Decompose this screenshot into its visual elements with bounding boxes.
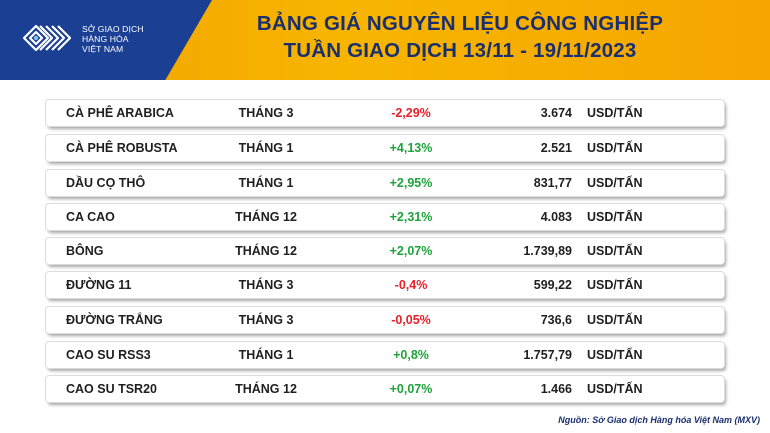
- commodity-name: CA CAO: [66, 210, 115, 224]
- price-value: 1.466: [540, 382, 572, 396]
- price-value: 831,77: [533, 176, 572, 190]
- table-row: ĐƯỜNG TRẮNG THÁNG 3 -0,05% 736,6 USD/TẤN: [46, 307, 724, 333]
- table-row: BÔNG THÁNG 12 +2,07% 1.739,89 USD/TẤN: [46, 238, 724, 264]
- commodity-name: CÀ PHÊ ARABICA: [66, 106, 174, 120]
- percent-change: +2,95%: [389, 176, 433, 190]
- commodity-name: CAO SU RSS3: [66, 348, 151, 362]
- contract-month: THÁNG 3: [238, 278, 294, 292]
- price-unit: USD/TẤN: [587, 210, 643, 224]
- price-value: 1.739,89: [523, 244, 572, 258]
- commodity-name: BÔNG: [66, 244, 104, 258]
- commodity-name: ĐƯỜNG 11: [66, 278, 132, 292]
- price-unit: USD/TẤN: [587, 278, 643, 292]
- table-row: CÀ PHÊ ROBUSTA THÁNG 1 +4,13% 2.521 USD/TẤN: [46, 135, 724, 161]
- contract-month: THÁNG 3: [238, 106, 294, 120]
- percent-change: -0,05%: [391, 313, 431, 327]
- title-line-2: TUẦN GIAO DỊCH 13/11 - 19/11/2023: [283, 39, 637, 62]
- percent-change: +2,07%: [389, 244, 433, 258]
- table-row: DẦU CỌ THÔ THÁNG 1 +2,95% 831,77 USD/TẤN: [46, 170, 724, 196]
- title-line-1: BẢNG GIÁ NGUYÊN LIỆU CÔNG NGHIỆP: [256, 12, 664, 35]
- logo-text: SỞ GIAO DỊCH HÀNG HÓA VIỆT NAM: [82, 24, 144, 54]
- commodity-name: ĐƯỜNG TRẮNG: [66, 313, 163, 327]
- contract-month: THÁNG 3: [238, 313, 294, 327]
- price-unit: USD/TẤN: [587, 106, 643, 120]
- logo-panel: SỞ GIAO DỊCH HÀNG HÓA VIỆT NAM: [0, 0, 212, 80]
- page-title: BẢNG GIÁ NGUYÊN LIỆU CÔNG NGHIỆP TUẦN GI…: [200, 10, 720, 64]
- percent-change: +4,13%: [389, 141, 433, 155]
- price-value: 4.083: [540, 210, 572, 224]
- logo-line-2: HÀNG HÓA: [82, 34, 129, 44]
- contract-month: THÁNG 12: [235, 210, 297, 224]
- price-unit: USD/TẤN: [587, 382, 643, 396]
- table-row: CA CAO THÁNG 12 +2,31% 4.083 USD/TẤN: [46, 204, 724, 230]
- mxv-logo-icon: [22, 24, 72, 52]
- percent-change: +0,8%: [393, 348, 429, 362]
- source-note: Nguồn: Sở Giao dịch Hàng hóa Việt Nam (M…: [558, 415, 760, 425]
- percent-change: +0,07%: [389, 382, 433, 396]
- percent-change: -2,29%: [391, 106, 431, 120]
- price-value: 736,6: [540, 313, 572, 327]
- percent-change: -0,4%: [394, 278, 428, 292]
- commodity-name: DẦU CỌ THÔ: [66, 176, 146, 190]
- contract-month: THÁNG 1: [238, 348, 294, 362]
- contract-month: THÁNG 12: [235, 382, 297, 396]
- table-row: CAO SU RSS3 THÁNG 1 +0,8% 1.757,79 USD/TẤN: [46, 342, 724, 368]
- price-unit: USD/TẤN: [587, 313, 643, 327]
- commodity-name: CAO SU TSR20: [66, 382, 157, 396]
- header-banner: SỞ GIAO DỊCH HÀNG HÓA VIỆT NAM BẢNG GIÁ …: [0, 0, 770, 80]
- commodity-name: CÀ PHÊ ROBUSTA: [66, 141, 178, 155]
- price-unit: USD/TẤN: [587, 244, 643, 258]
- price-value: 3.674: [540, 106, 572, 120]
- percent-change: +2,31%: [389, 210, 433, 224]
- price-table: CÀ PHÊ ARABICA THÁNG 3 -2,29% 3.674 USD/TẤN C…: [0, 80, 770, 413]
- price-value: 599,22: [533, 278, 572, 292]
- table-row: ĐƯỜNG 11 THÁNG 3 -0,4% 599,22 USD/TẤN: [46, 272, 724, 298]
- price-value: 2.521: [540, 141, 572, 155]
- contract-month: THÁNG 1: [238, 176, 294, 190]
- table-row: CAO SU TSR20 THÁNG 12 +0,07% 1.466 USD/TẤN: [46, 376, 724, 402]
- logo-line-1: SỞ GIAO DỊCH: [82, 24, 144, 34]
- contract-month: THÁNG 1: [238, 141, 294, 155]
- price-unit: USD/TẤN: [587, 141, 643, 155]
- contract-month: THÁNG 12: [235, 244, 297, 258]
- logo-line-3: VIỆT NAM: [82, 44, 124, 54]
- price-unit: USD/TẤN: [587, 348, 643, 362]
- price-value: 1.757,79: [523, 348, 572, 362]
- price-unit: USD/TẤN: [587, 176, 643, 190]
- table-row: CÀ PHÊ ARABICA THÁNG 3 -2,29% 3.674 USD/TẤN: [46, 100, 724, 126]
